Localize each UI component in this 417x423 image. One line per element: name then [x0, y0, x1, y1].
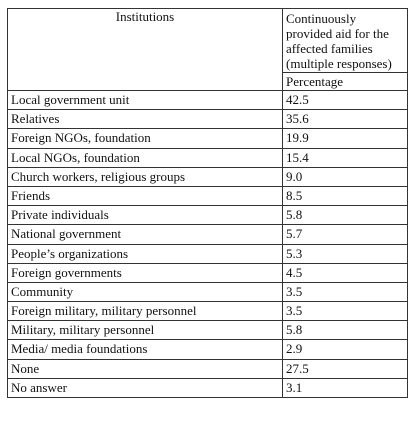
percentage-cell: 4.5	[282, 262, 408, 283]
table-row: Private individuals 5.8	[7, 205, 408, 226]
table-row: Community 3.5	[7, 281, 408, 303]
institution-cell: Private individuals	[7, 205, 283, 226]
institution-cell: No answer	[7, 377, 283, 399]
institution-cell: People’s organizations	[7, 243, 283, 264]
institution-cell: None	[7, 358, 283, 379]
institution-cell: Relatives	[7, 109, 283, 130]
institution-cell: Foreign governments	[7, 262, 283, 283]
institution-cell: Foreign military, military personnel	[7, 301, 283, 322]
table-row: Foreign governments 4.5	[7, 262, 408, 283]
percentage-cell: 3.5	[282, 301, 408, 322]
table-row: No answer 3.1	[7, 377, 408, 399]
institution-cell: Media/ media foundations	[7, 339, 283, 360]
institution-cell: Military, military personnel	[7, 320, 283, 341]
institution-cell: Community	[7, 281, 283, 303]
percentage-cell: 35.6	[282, 109, 408, 130]
percentage-cell: 5.7	[282, 224, 408, 245]
institution-cell: Local NGOs, foundation	[7, 147, 283, 168]
percentage-cell: 3.1	[282, 377, 408, 399]
percentage-cell: 15.4	[282, 147, 408, 168]
header-row: Institutions Continuously provided aid f…	[7, 8, 408, 91]
table-row: National government 5.7	[7, 224, 408, 245]
table-row: Media/ media foundations 2.9	[7, 339, 408, 360]
percentage-cell: 5.3	[282, 243, 408, 264]
institution-cell: Friends	[7, 185, 283, 207]
institution-cell: Church workers, religious groups	[7, 166, 283, 187]
institution-cell: Local government unit	[7, 89, 283, 111]
institution-cell: Foreign NGOs, foundation	[7, 128, 283, 149]
table-row: Foreign military, military personnel 3.5	[7, 301, 408, 322]
table-row: None 27.5	[7, 358, 408, 379]
table-row: Friends 8.5	[7, 185, 408, 207]
table-body: Institutions Continuously provided aid f…	[7, 8, 408, 399]
table-row: Church workers, religious groups 9.0	[7, 166, 408, 187]
percentage-cell: 5.8	[282, 205, 408, 226]
percentage-cell: 5.8	[282, 320, 408, 341]
table-row: Military, military personnel 5.8	[7, 320, 408, 341]
header-cell: Continuously provided aid for the affect…	[282, 8, 408, 73]
institution-cell: National government	[7, 224, 283, 245]
table-row: Foreign NGOs, foundation 19.9	[7, 128, 408, 149]
percentage-cell: 27.5	[282, 358, 408, 379]
table-row: Local NGOs, foundation 15.4	[7, 147, 408, 168]
percentage-cell: 19.9	[282, 128, 408, 149]
header-cell: Institutions	[7, 8, 283, 91]
table-row: Local government unit 42.5	[7, 89, 408, 111]
subheader-cell: Percentage	[282, 72, 408, 91]
percentage-cell: 3.5	[282, 281, 408, 303]
percentage-cell: 8.5	[282, 185, 408, 207]
percentage-cell: 42.5	[282, 89, 408, 111]
table-row: Relatives 35.6	[7, 109, 408, 130]
percentage-cell: 9.0	[282, 166, 408, 187]
table-row: People’s organizations 5.3	[7, 243, 408, 264]
aid-table: Institutions Continuously provided aid f…	[7, 8, 408, 399]
percentage-cell: 2.9	[282, 339, 408, 360]
